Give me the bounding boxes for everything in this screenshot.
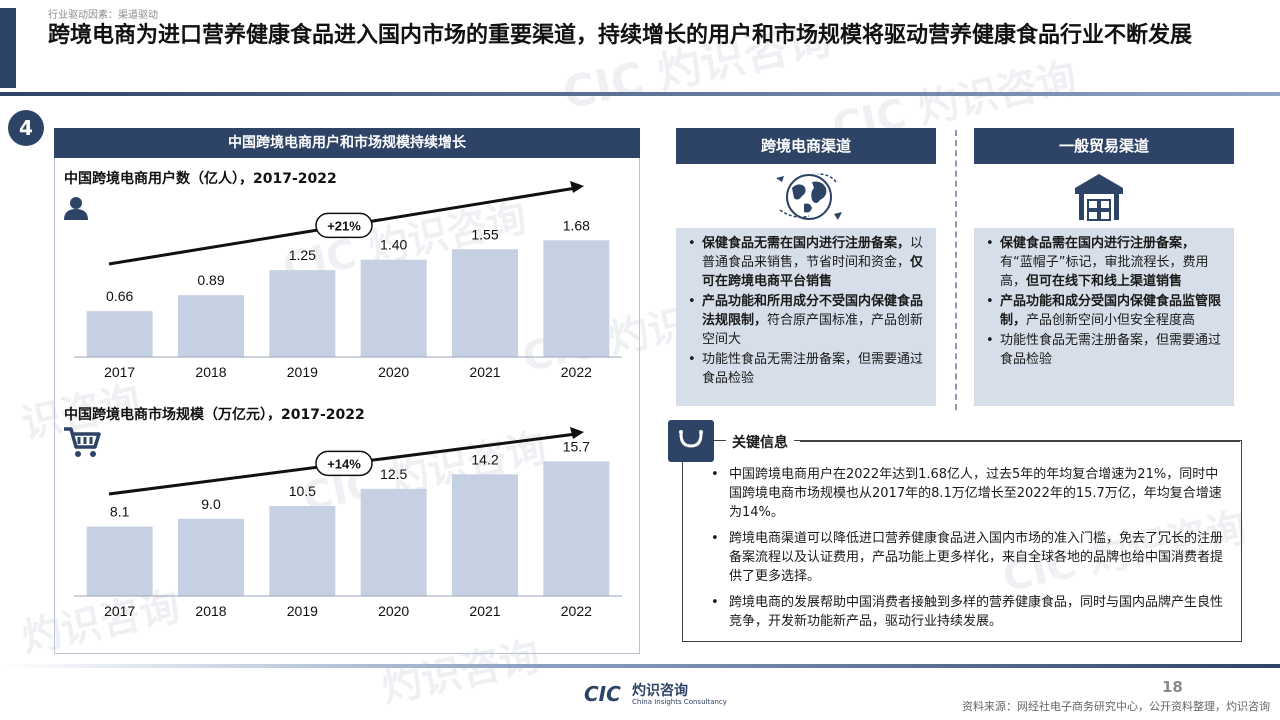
chart-value-label: 15.7 (563, 438, 590, 454)
chart-bar (86, 526, 153, 596)
shopping-bag-icon (668, 420, 714, 462)
chart-x-tick: 2022 (561, 364, 592, 380)
cross-border-bullet: 保健食品无需在国内进行注册备案，以普通食品来销售，节省时间和资金，仅可在跨境电商… (684, 234, 926, 291)
footer-divider (0, 664, 1280, 668)
globe-icon (774, 170, 844, 228)
chart-bar (269, 270, 336, 357)
user-icon (62, 196, 90, 224)
footer-logo-en: China Insights Consultancy (632, 698, 727, 706)
chart-x-tick: 2021 (469, 603, 500, 619)
warehouse-icon (1072, 170, 1126, 228)
chart-value-label: 0.66 (106, 288, 133, 304)
general-trade-bullet-list: 保健食品需在国内进行注册备案，有“蓝帽子”标记，审批流程长，费用高，但可在线下和… (982, 234, 1224, 369)
chart-bar (543, 240, 610, 357)
chart-bar (178, 518, 244, 596)
chart-users-title: 中国跨境电商用户数（亿人），2017-2022 (64, 171, 337, 187)
footer-logo-cn: 灼识咨询 (632, 683, 688, 699)
header-divider (0, 92, 1280, 96)
chart-bar (86, 311, 153, 357)
chart-x-tick: 2018 (195, 603, 226, 619)
chart-value-label: 14.2 (471, 451, 498, 467)
header-accent-bar (0, 8, 16, 88)
key-info-bullet-list: 中国跨境电商用户在2022年达到1.68亿人，过去5年的年均复合增速为21%，同… (697, 465, 1227, 631)
key-info-bullet: 跨境电商的发展帮助中国消费者接触到多样的营养健康食品，同时与国内品牌产生良性竞争… (697, 593, 1227, 631)
footer-logo-abbr: CIC (584, 682, 621, 706)
chart-bar (452, 474, 518, 596)
breadcrumb: 行业驱动因素：渠道驱动 (48, 10, 158, 21)
chart-x-tick: 2017 (104, 603, 135, 619)
cross-border-bullet-list: 保健食品无需在国内进行注册备案，以普通食品来销售，节省时间和资金，仅可在跨境电商… (684, 234, 926, 388)
chart-x-tick: 2019 (287, 364, 318, 380)
chart-cagr-pill (315, 212, 373, 239)
chart-x-tick: 2017 (104, 364, 135, 380)
chart-market-title: 中国跨境电商市场规模（万亿元），2017-2022 (64, 407, 365, 423)
key-info-bullet: 中国跨境电商用户在2022年达到1.68亿人，过去5年的年均复合增速为21%，同… (697, 465, 1227, 522)
chart-value-label: 1.68 (563, 217, 590, 233)
cross-border-bullet: 产品功能和所用成分不受国内保健食品法规限制，符合原产国标准，产品创新空间大 (684, 292, 926, 349)
chart-market: 8.1 2017 9.0 2018 10.5 2019 12.5 2020 14.2 2021 15… (74, 427, 622, 619)
chart-bar (178, 295, 244, 357)
chart-value-label: 8.1 (110, 504, 130, 520)
chart-value-label: 1.25 (289, 247, 316, 263)
general-trade-bullet: 功能性食品无需注册备案，但需要通过食品检验 (982, 331, 1224, 369)
chart-value-label: 10.5 (289, 483, 316, 499)
chart-bar (543, 461, 610, 596)
general-trade-channel-header: 一般贸易渠道 (974, 128, 1234, 164)
chart-cagr-pill (315, 450, 373, 477)
section-badge: 4 (8, 110, 44, 146)
cross-border-channel-header: 跨境电商渠道 (676, 128, 936, 164)
chart-x-tick: 2019 (287, 603, 318, 619)
shopping-cart-icon (62, 426, 102, 462)
chart-value-label: 12.5 (380, 466, 407, 482)
chart-users: 0.66 2017 0.89 2018 1.25 2019 1.40 2020 1.55 2021… (74, 181, 622, 380)
cross-border-bullet: 功能性食品无需注册备案，但需要通过食品检验 (684, 350, 926, 388)
chart-value-label: 1.40 (380, 237, 407, 253)
cross-border-channel-body: 保健食品无需在国内进行注册备案，以普通食品来销售，节省时间和资金，仅可在跨境电商… (676, 228, 936, 406)
key-info-box: 中国跨境电商用户在2022年达到1.68亿人，过去5年的年均复合增速为21%，同… (682, 440, 1242, 642)
chart-bar (360, 488, 427, 596)
key-info-title: 关键信息 (726, 432, 794, 452)
market-growth-panel-header: 中国跨境电商用户和市场规模持续增长 (54, 128, 640, 158)
channel-divider (955, 130, 957, 410)
chart-bar (269, 506, 336, 596)
key-info-rule (800, 441, 1240, 442)
chart-bar (452, 249, 518, 357)
key-info-bullet: 跨境电商渠道可以降低进口营养健康食品进入国内市场的准入门槛，免去了冗长的注册备案… (697, 529, 1227, 586)
chart-x-tick: 2020 (378, 603, 409, 619)
chart-x-tick: 2020 (378, 364, 409, 380)
chart-cagr-label: +14% (327, 456, 361, 471)
general-trade-bullet: 产品功能和成分受国内保健食品监管限制，产品创新空间小但安全程度高 (982, 292, 1224, 330)
general-trade-channel-body: 保健食品需在国内进行注册备案，有“蓝帽子”标记，审批流程长，费用高，但可在线下和… (974, 228, 1234, 406)
chart-growth-arrowhead (570, 181, 584, 193)
chart-x-tick: 2022 (561, 603, 592, 619)
page-number: 18 (1162, 678, 1183, 696)
chart-value-label: 0.89 (197, 272, 224, 288)
chart-growth-arrowhead (570, 427, 584, 439)
chart-cagr-label: +21% (327, 218, 361, 233)
general-trade-bullet: 保健食品需在国内进行注册备案，有“蓝帽子”标记，审批流程长，费用高，但可在线下和… (982, 234, 1224, 291)
chart-bar (360, 259, 427, 357)
chart-value-label: 1.55 (471, 226, 498, 242)
chart-x-tick: 2018 (195, 364, 226, 380)
page-title: 跨境电商为进口营养健康食品进入国内市场的重要渠道，持续增长的用户和市场规模将驱动… (48, 23, 1193, 48)
chart-value-label: 9.0 (201, 496, 221, 512)
source-note: 资料来源：网经社电子商务研究中心，公开资料整理，灼识咨询 (962, 700, 1270, 713)
chart-x-tick: 2021 (469, 364, 500, 380)
